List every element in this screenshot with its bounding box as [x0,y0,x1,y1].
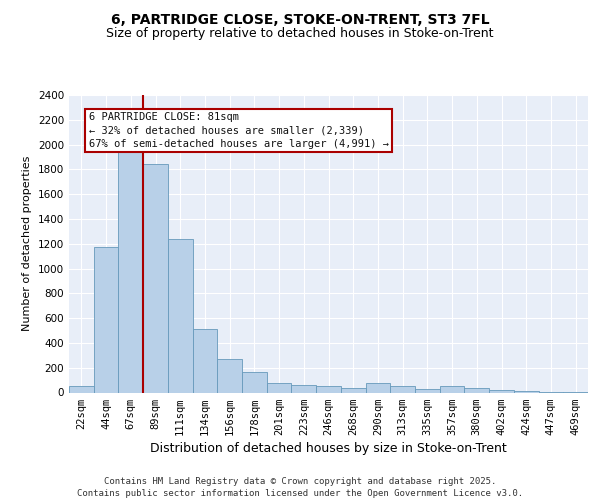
Text: 6, PARTRIDGE CLOSE, STOKE-ON-TRENT, ST3 7FL: 6, PARTRIDGE CLOSE, STOKE-ON-TRENT, ST3 … [110,12,490,26]
Bar [464,388,489,392]
Bar [168,239,193,392]
Bar [118,150,143,392]
Bar [415,389,440,392]
Bar [292,385,316,392]
Text: Size of property relative to detached houses in Stoke-on-Trent: Size of property relative to detached ho… [106,28,494,40]
Bar [489,390,514,392]
Bar [390,386,415,392]
Bar [267,383,292,392]
Bar [242,372,267,392]
Text: 6 PARTRIDGE CLOSE: 81sqm
← 32% of detached houses are smaller (2,339)
67% of sem: 6 PARTRIDGE CLOSE: 81sqm ← 32% of detach… [89,112,389,149]
Bar [69,386,94,392]
Bar [143,164,168,392]
X-axis label: Distribution of detached houses by size in Stoke-on-Trent: Distribution of detached houses by size … [150,442,507,455]
Bar [193,330,217,392]
Y-axis label: Number of detached properties: Number of detached properties [22,156,32,332]
Bar [440,386,464,392]
Bar [341,388,365,392]
Bar [365,383,390,392]
Bar [316,386,341,392]
Bar [217,359,242,392]
Bar [94,247,118,392]
Text: Contains HM Land Registry data © Crown copyright and database right 2025.
Contai: Contains HM Land Registry data © Crown c… [77,476,523,498]
